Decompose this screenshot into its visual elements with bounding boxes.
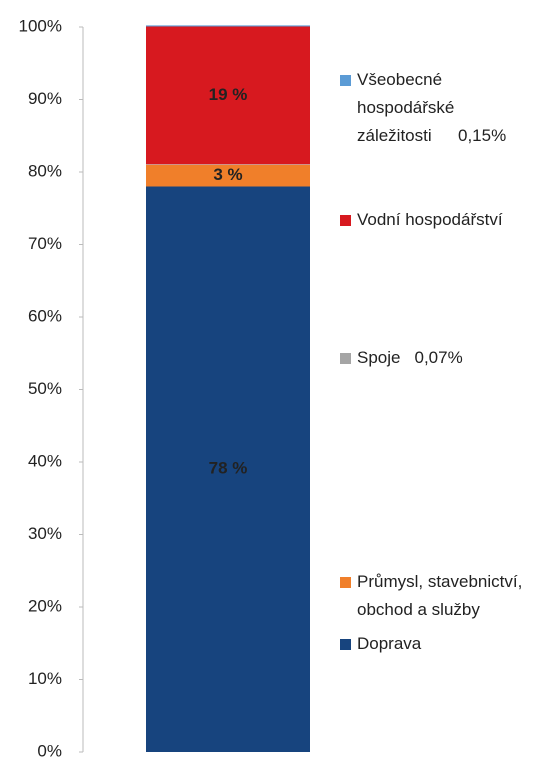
y-tick-label: 10% [28,669,62,688]
legend-text: Vodní hospodářství [357,206,540,234]
legend-label: Všeobecné hospodářské záležitosti [357,70,455,145]
y-tick-label: 90% [28,89,62,108]
data-label: 0,07% [414,348,463,367]
legend-swatch [340,75,351,86]
y-tick-label: 0% [37,741,62,758]
bar-segment [146,26,310,165]
legend-label: Doprava [357,634,422,653]
bar-segment [146,164,310,187]
legend-swatch [340,215,351,226]
data-label: 0,15% [458,126,507,145]
legend-text: Všeobecné hospodářské záležitosti 0,15% [357,66,540,150]
y-tick-label: 20% [28,596,62,615]
bar-segment [146,186,310,752]
legend-swatch [340,353,351,364]
legend-swatch [340,577,351,588]
y-tick-label: 30% [28,524,62,543]
y-tick-label: 100% [19,16,62,35]
bar-segment [146,164,310,165]
legend-entry: Průmysl, stavebnictví, obchod a služby [340,568,540,624]
y-tick-label: 40% [28,451,62,470]
legend-entry: Všeobecné hospodářské záležitosti 0,15% [340,66,540,150]
bar-segment [146,25,310,27]
legend-entry: Vodní hospodářství [340,206,540,234]
legend-text: Spoje 0,07% [357,344,540,372]
y-tick-label: 80% [28,161,62,180]
data-label: 78 % [209,459,248,478]
legend-entry: Doprava [340,630,540,658]
legend-label: Vodní hospodářství [357,210,503,229]
data-label: 19 % [209,85,248,104]
legend-text: Průmysl, stavebnictví, obchod a služby [357,568,542,624]
y-tick-label: 70% [28,234,62,253]
y-tick-label: 60% [28,306,62,325]
legend-label: Spoje [357,348,401,367]
y-tick-label: 50% [28,379,62,398]
legend-entry: Spoje 0,07% [340,344,540,372]
legend-label: Průmysl, stavebnictví, obchod a služby [357,572,523,619]
legend-text: Doprava [357,630,540,658]
legend-swatch [340,639,351,650]
data-label: 3 % [213,165,242,184]
